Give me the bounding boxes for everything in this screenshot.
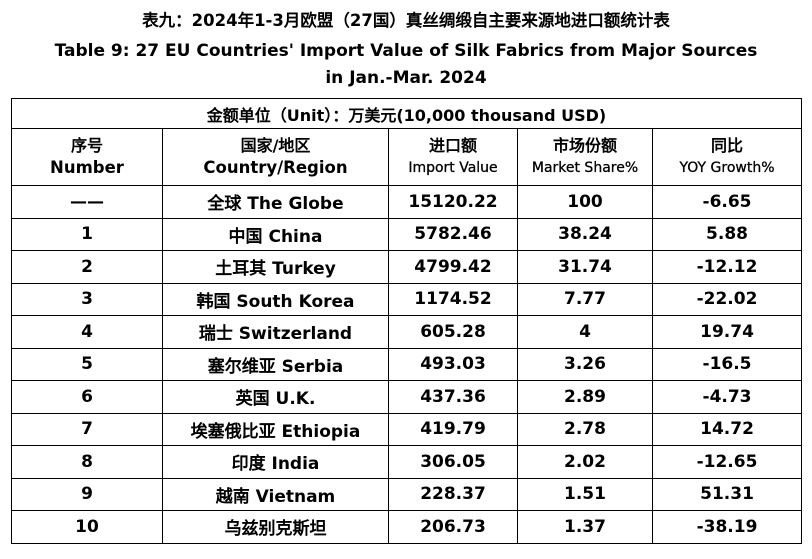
cell-import-value: 5782.46 (388, 217, 518, 251)
table-row: 5 塞尔维亚 Serbia 493.03 3.26 -16.5 (11, 347, 803, 381)
table-row: 3 韩国 South Korea 1174.52 7.77 -22.02 (11, 282, 803, 316)
table-row: 4 瑞士 Switzerland 605.28 4 19.74 (11, 315, 803, 349)
cell-growth: -12.65 (651, 445, 803, 479)
table-row: 1 中国 China 5782.46 38.24 5.88 (11, 217, 803, 251)
cell-import-value: 437.36 (388, 380, 518, 414)
cell-market-share: 1.37 (517, 510, 653, 544)
cell-import-value: 4799.42 (388, 250, 518, 284)
cell-country: 埃塞俄比亚 Ethiopia (162, 412, 389, 446)
header-country-cn: 国家/地区 (240, 136, 311, 155)
cell-market-share: 1.51 (517, 477, 653, 511)
cell-market-share: 7.77 (517, 282, 653, 316)
table-title-chinese: 表九：2024年1-3月欧盟（27国）真丝绸缎自主要来源地进口额统计表 (142, 11, 670, 30)
table-row: 9 越南 Vietnam 228.37 1.51 51.31 (11, 477, 803, 511)
cell-market-share: 100 (517, 185, 653, 219)
cell-number: 7 (11, 412, 163, 446)
cell-number: —— (11, 185, 163, 219)
cell-growth: 19.74 (651, 315, 803, 349)
cell-number: 1 (11, 217, 163, 251)
header-row: 序号 Number 国家/地区 Country/Region 进口额 Impor… (11, 128, 803, 186)
cell-import-value: 1174.52 (388, 282, 518, 316)
cell-growth: -6.65 (651, 185, 803, 219)
cell-market-share: 31.74 (517, 250, 653, 284)
header-import-value: 进口额 Import Value (388, 128, 518, 186)
cell-import-value: 605.28 (388, 315, 518, 349)
cell-number: 8 (11, 445, 163, 479)
cell-country: 英国 U.K. (162, 380, 389, 414)
import-value-table: 金额单位（Unit）：万美元(10,000 thousand USD) 序号 N… (10, 98, 803, 544)
header-market-share: 市场份额 Market Share% (517, 128, 653, 186)
cell-import-value: 206.73 (388, 510, 518, 544)
cell-country: 乌兹别克斯坦 (162, 510, 389, 544)
cell-market-share: 2.89 (517, 380, 653, 414)
cell-growth: 51.31 (651, 477, 803, 511)
cell-country: 瑞士 Switzerland (162, 315, 389, 349)
header-growth: 同比 YOY Growth% (651, 128, 803, 186)
table-row: —— 全球 The Globe 15120.22 100 -6.65 (11, 185, 803, 219)
header-country-en: Country/Region (203, 158, 348, 177)
cell-number: 3 (11, 282, 163, 316)
header-market-share-cn: 市场份额 (552, 136, 617, 155)
cell-import-value: 15120.22 (388, 185, 518, 219)
cell-growth: -16.5 (651, 347, 803, 381)
cell-growth: 14.72 (651, 412, 803, 446)
cell-number: 5 (11, 347, 163, 381)
cell-growth: -12.12 (651, 250, 803, 284)
cell-country: 全球 The Globe (162, 185, 389, 219)
cell-import-value: 419.79 (388, 412, 518, 446)
cell-country: 越南 Vietnam (162, 477, 389, 511)
header-growth-cn: 同比 (711, 136, 744, 155)
table-title-english: Table 9: 27 EU Countries' Import Value o… (54, 41, 758, 61)
unit-row: 金额单位（Unit）：万美元(10,000 thousand USD) (10, 98, 803, 129)
cell-country: 中国 China (162, 217, 389, 251)
cell-number: 9 (11, 477, 163, 511)
cell-number: 2 (11, 250, 163, 284)
table-row: 7 埃塞俄比亚 Ethiopia 419.79 2.78 14.72 (11, 412, 803, 446)
table-row: 10 乌兹别克斯坦 206.73 1.37 -38.19 (11, 510, 803, 544)
header-number-cn: 序号 (70, 136, 103, 155)
table-row: 2 土耳其 Turkey 4799.42 31.74 -12.12 (11, 250, 803, 284)
cell-import-value: 493.03 (388, 347, 518, 381)
header-import-value-cn: 进口额 (428, 136, 477, 155)
cell-growth: 5.88 (651, 217, 803, 251)
cell-market-share: 2.78 (517, 412, 653, 446)
cell-growth: -4.73 (651, 380, 803, 414)
header-market-share-en: Market Share% (531, 160, 639, 176)
cell-number: 10 (11, 510, 163, 544)
cell-country: 土耳其 Turkey (162, 250, 389, 284)
header-number-en: Number (50, 158, 124, 177)
cell-market-share: 4 (517, 315, 653, 349)
table-row: 6 英国 U.K. 437.36 2.89 -4.73 (11, 380, 803, 414)
table-title-period: in Jan.-Mar. 2024 (325, 68, 487, 88)
header-growth-en: YOY Growth% (679, 160, 775, 176)
cell-country: 韩国 South Korea (162, 282, 389, 316)
cell-market-share: 3.26 (517, 347, 653, 381)
table-row: 8 印度 India 306.05 2.02 -12.65 (11, 445, 803, 479)
cell-import-value: 306.05 (388, 445, 518, 479)
cell-market-share: 38.24 (517, 217, 653, 251)
cell-country: 塞尔维亚 Serbia (162, 347, 389, 381)
header-country: 国家/地区 Country/Region (162, 128, 389, 186)
cell-market-share: 2.02 (517, 445, 653, 479)
cell-growth: -38.19 (651, 510, 803, 544)
cell-number: 4 (11, 315, 163, 349)
cell-growth: -22.02 (651, 282, 803, 316)
cell-country: 印度 India (162, 445, 389, 479)
unit-label: 金额单位（Unit）：万美元(10,000 thousand USD) (10, 98, 803, 129)
header-import-value-en: Import Value (408, 160, 498, 176)
cell-import-value: 228.37 (388, 477, 518, 511)
cell-number: 6 (11, 380, 163, 414)
header-number: 序号 Number (11, 128, 163, 186)
